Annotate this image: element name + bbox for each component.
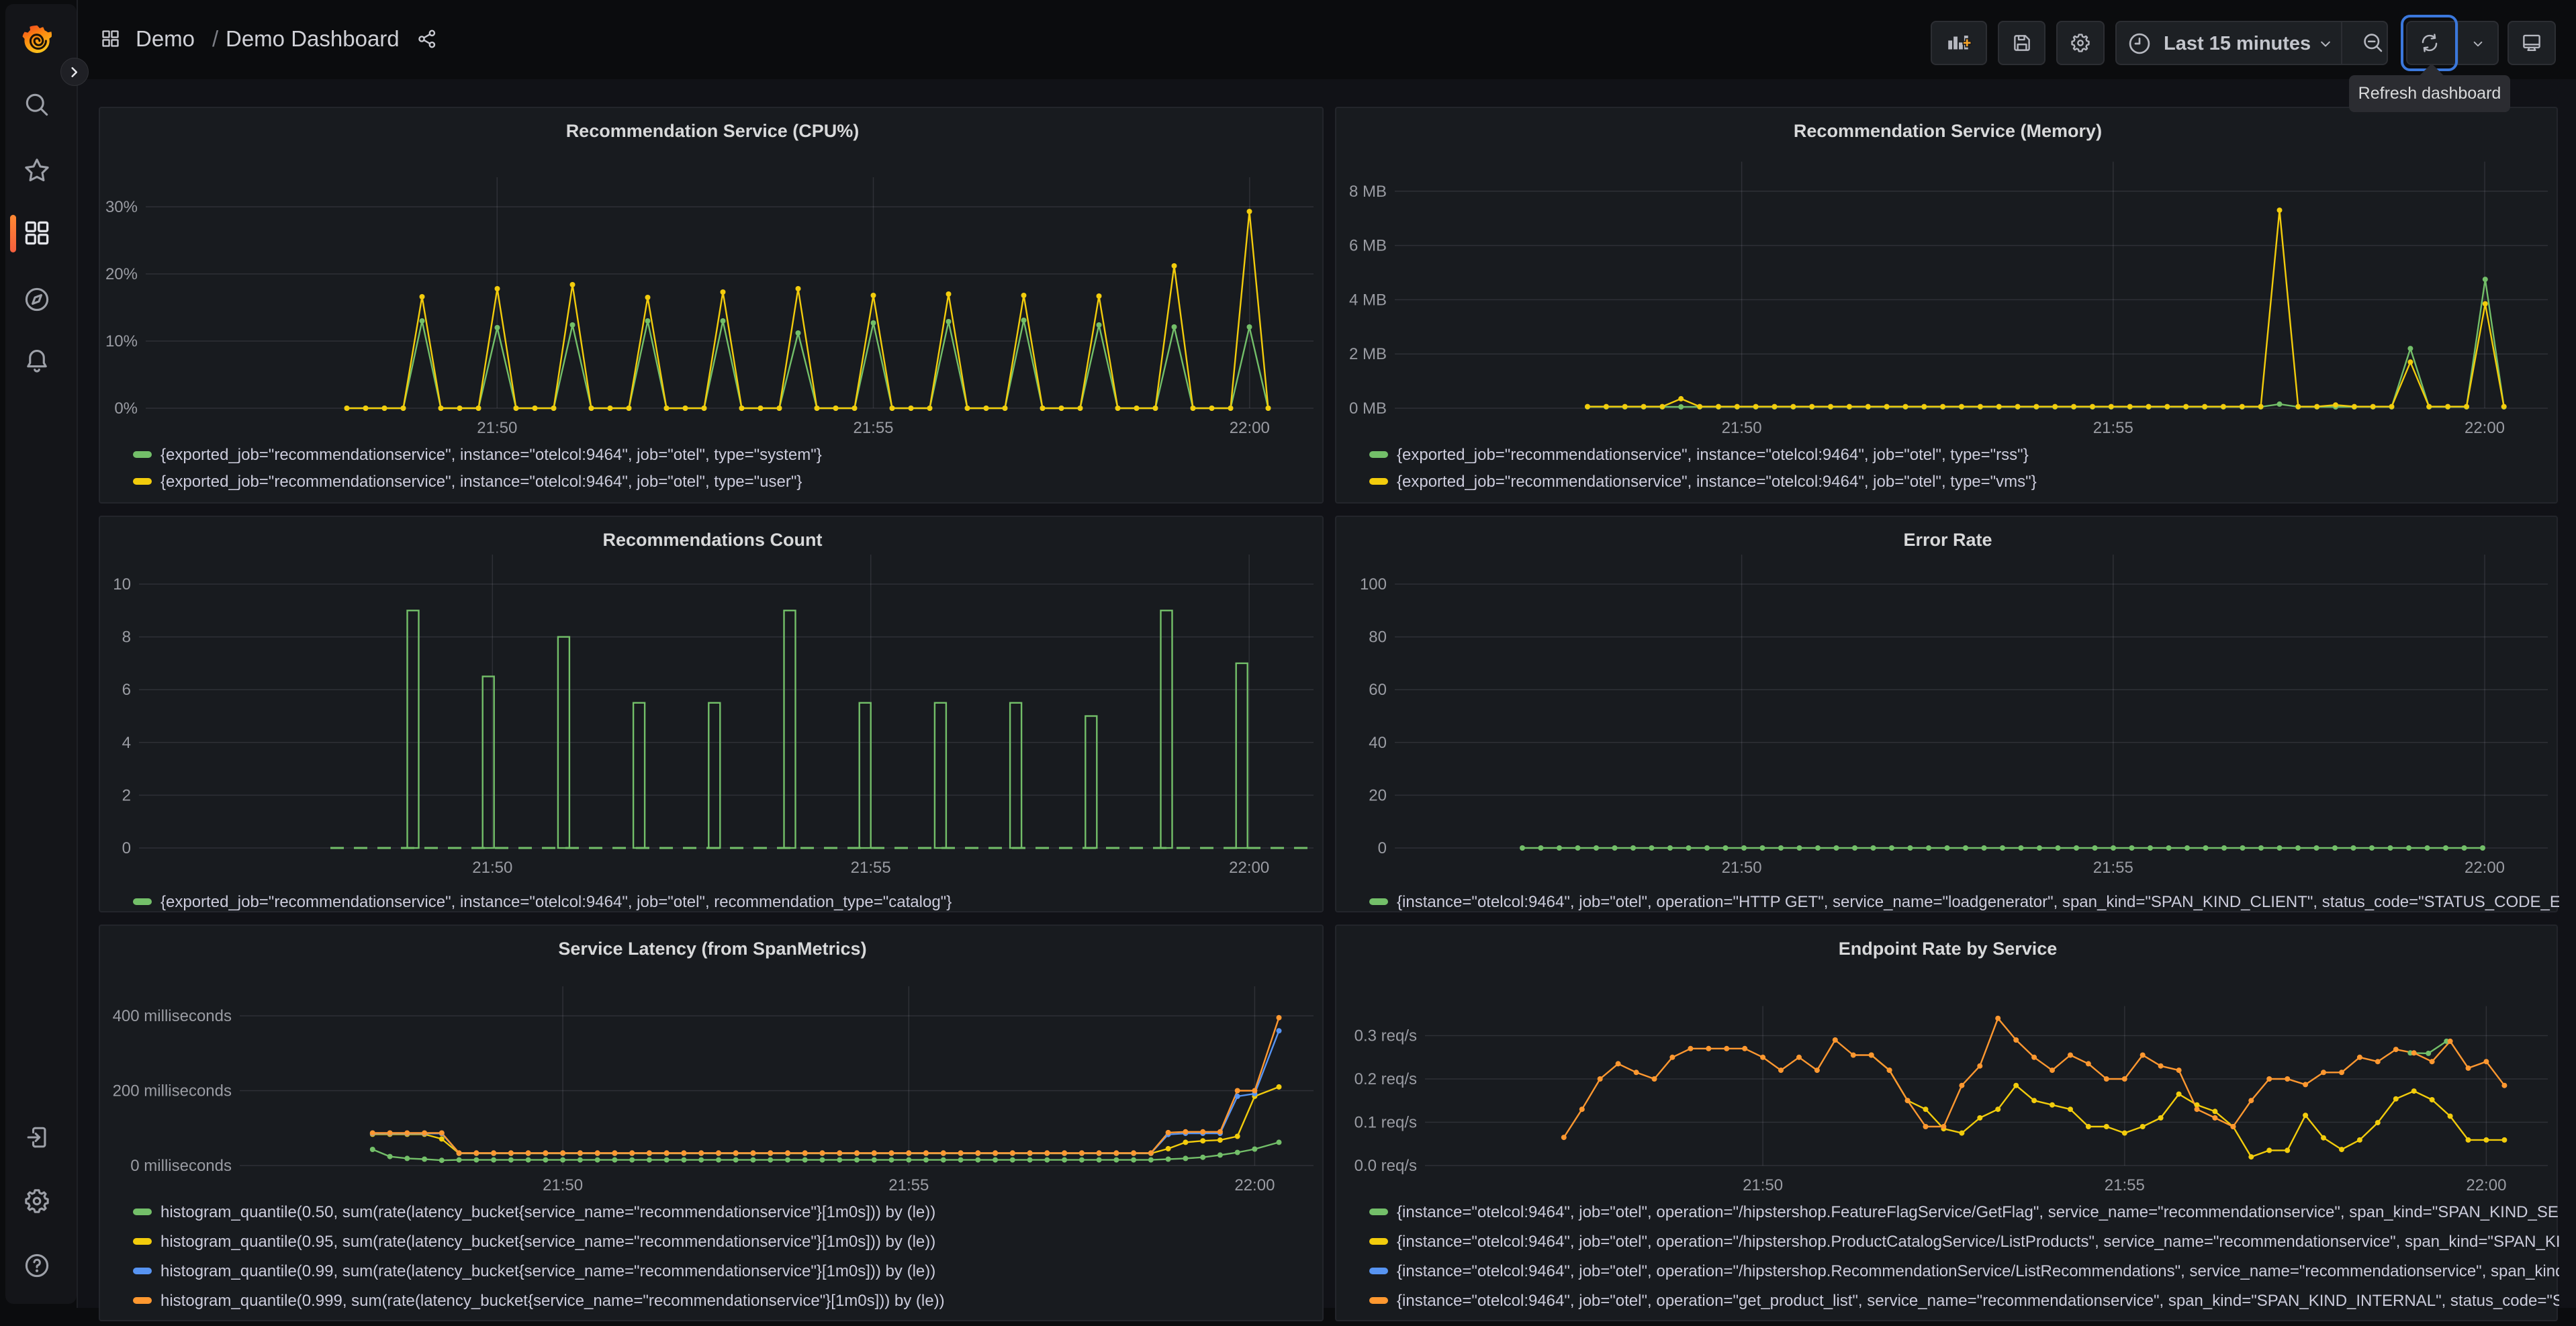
svg-text:21:55: 21:55 xyxy=(851,859,891,877)
svg-text:0%: 0% xyxy=(114,399,138,418)
svg-text:60: 60 xyxy=(1369,681,1387,699)
svg-text:21:50: 21:50 xyxy=(1722,859,1762,877)
svg-text:0: 0 xyxy=(1378,839,1387,857)
svg-text:20%: 20% xyxy=(105,265,138,283)
svg-text:{instance="otelcol:9464", job=: {instance="otelcol:9464", job="otel", op… xyxy=(1397,1203,2559,1221)
svg-text:histogram_quantile(0.50, sum(r: histogram_quantile(0.50, sum(rate(latenc… xyxy=(160,1203,935,1221)
svg-text:Error Rate: Error Rate xyxy=(1903,530,1992,550)
svg-text:Recommendations Count: Recommendations Count xyxy=(602,530,822,550)
svg-text:0: 0 xyxy=(122,839,131,857)
svg-text:4: 4 xyxy=(122,734,131,752)
svg-text:Recommendation Service (Memory: Recommendation Service (Memory) xyxy=(1794,121,2102,141)
svg-text:22:00: 22:00 xyxy=(2465,419,2505,437)
svg-text:{instance="otelcol:9464", job=: {instance="otelcol:9464", job="otel", op… xyxy=(1397,1233,2559,1251)
svg-text:10: 10 xyxy=(113,575,131,594)
svg-text:100: 100 xyxy=(1360,575,1387,594)
svg-text:10%: 10% xyxy=(105,332,138,350)
svg-text:{exported_job="recommendations: {exported_job="recommendationservice", i… xyxy=(160,446,822,464)
svg-text:22:00: 22:00 xyxy=(2465,859,2505,877)
svg-text:0.3 req/s: 0.3 req/s xyxy=(1354,1027,1417,1045)
svg-text:0 milliseconds: 0 milliseconds xyxy=(130,1157,232,1175)
svg-text:histogram_quantile(0.999, sum(: histogram_quantile(0.999, sum(rate(laten… xyxy=(160,1292,945,1310)
svg-text:21:50: 21:50 xyxy=(477,419,517,437)
svg-text:Endpoint Rate by Service: Endpoint Rate by Service xyxy=(1839,939,2058,959)
svg-text:0.1 req/s: 0.1 req/s xyxy=(1354,1114,1417,1132)
svg-text:30%: 30% xyxy=(105,198,138,216)
svg-text:21:55: 21:55 xyxy=(853,419,893,437)
svg-text:22:00: 22:00 xyxy=(1229,859,1269,877)
svg-text:{exported_job="recommendations: {exported_job="recommendationservice", i… xyxy=(1397,473,2037,491)
svg-text:{instance="otelcol:9464", job=: {instance="otelcol:9464", job="otel", op… xyxy=(1397,1262,2559,1280)
svg-text:8 MB: 8 MB xyxy=(1349,183,1387,201)
svg-text:0.2 req/s: 0.2 req/s xyxy=(1354,1070,1417,1088)
svg-text:{instance="otelcol:9464", job=: {instance="otelcol:9464", job="otel", op… xyxy=(1397,1292,2559,1310)
svg-text:6 MB: 6 MB xyxy=(1349,237,1387,255)
svg-text:200 milliseconds: 200 milliseconds xyxy=(113,1082,232,1100)
svg-text:2: 2 xyxy=(122,786,131,804)
svg-text:21:50: 21:50 xyxy=(1722,419,1762,437)
svg-text:Service Latency (from SpanMetr: Service Latency (from SpanMetrics) xyxy=(558,939,866,959)
svg-text:0 MB: 0 MB xyxy=(1349,399,1387,418)
svg-text:8: 8 xyxy=(122,628,131,647)
svg-text:21:50: 21:50 xyxy=(1743,1176,1783,1194)
svg-text:22:00: 22:00 xyxy=(1234,1176,1275,1194)
svg-text:histogram_quantile(0.95, sum(r: histogram_quantile(0.95, sum(rate(latenc… xyxy=(160,1233,935,1251)
svg-text:4 MB: 4 MB xyxy=(1349,291,1387,309)
svg-text:20: 20 xyxy=(1369,786,1387,804)
svg-text:80: 80 xyxy=(1369,628,1387,647)
svg-text:21:55: 21:55 xyxy=(2093,419,2133,437)
svg-text:22:00: 22:00 xyxy=(1230,419,1270,437)
svg-text:2 MB: 2 MB xyxy=(1349,345,1387,363)
svg-text:{exported_job="recommendations: {exported_job="recommendationservice", i… xyxy=(160,473,802,491)
svg-text:Recommendation Service (CPU%): Recommendation Service (CPU%) xyxy=(566,121,860,141)
svg-text:21:55: 21:55 xyxy=(2093,859,2133,877)
svg-text:21:50: 21:50 xyxy=(472,859,512,877)
svg-text:0.0 req/s: 0.0 req/s xyxy=(1354,1157,1417,1175)
svg-text:{exported_job="recommendations: {exported_job="recommendationservice", i… xyxy=(160,893,952,911)
svg-text:6: 6 xyxy=(122,681,131,699)
svg-text:40: 40 xyxy=(1369,734,1387,752)
svg-text:21:50: 21:50 xyxy=(543,1176,583,1194)
svg-text:histogram_quantile(0.99, sum(r: histogram_quantile(0.99, sum(rate(latenc… xyxy=(160,1262,935,1280)
svg-text:{instance="otelcol:9464", job=: {instance="otelcol:9464", job="otel", op… xyxy=(1397,893,2559,911)
svg-text:400 milliseconds: 400 milliseconds xyxy=(113,1007,232,1025)
svg-text:21:55: 21:55 xyxy=(2105,1176,2145,1194)
svg-text:22:00: 22:00 xyxy=(2466,1176,2506,1194)
svg-text:{exported_job="recommendations: {exported_job="recommendationservice", i… xyxy=(1397,446,2029,464)
svg-text:21:55: 21:55 xyxy=(888,1176,929,1194)
